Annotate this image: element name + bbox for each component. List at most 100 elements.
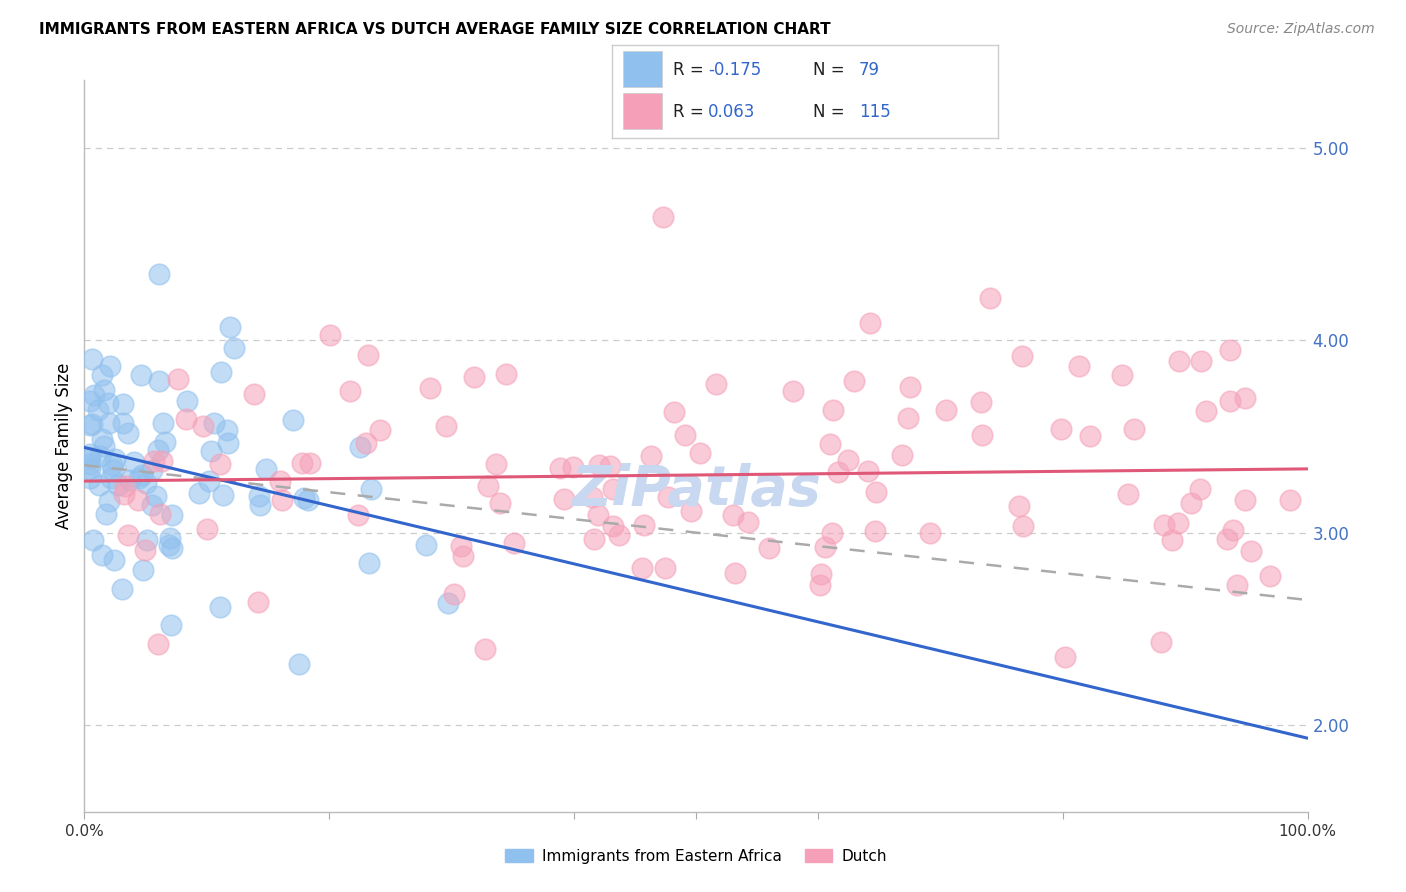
Point	[97, 396, 120, 410]
Text: Source: ZipAtlas.com: Source: ZipAtlas.com	[1227, 22, 1375, 37]
Point	[91, 432, 114, 446]
Point	[157, 538, 180, 552]
Point	[135, 533, 157, 547]
Point	[254, 462, 277, 476]
Point	[1222, 524, 1244, 538]
Point	[291, 457, 314, 471]
Point	[131, 467, 153, 482]
Point	[1233, 493, 1256, 508]
Point	[79, 450, 101, 464]
Point	[145, 490, 167, 504]
Point	[166, 372, 188, 386]
Point	[450, 539, 472, 553]
Point	[188, 486, 211, 500]
Point	[1219, 343, 1241, 357]
Point	[586, 508, 609, 522]
Point	[844, 374, 866, 388]
Point	[599, 458, 621, 473]
Point	[155, 434, 177, 449]
Point	[827, 466, 849, 480]
Point	[436, 597, 458, 611]
Point	[758, 541, 780, 555]
Point	[553, 492, 575, 507]
Point	[360, 482, 382, 496]
Text: 79: 79	[859, 61, 880, 78]
Point	[114, 479, 136, 493]
Point	[111, 417, 134, 431]
Point	[821, 526, 844, 541]
Point	[110, 582, 132, 596]
Point	[249, 499, 271, 513]
Point	[79, 470, 101, 484]
Point	[120, 473, 142, 487]
Point	[1008, 500, 1031, 514]
Point	[1180, 496, 1202, 510]
Point	[101, 458, 124, 473]
Point	[1011, 349, 1033, 363]
Point	[1240, 543, 1263, 558]
Bar	[623, 51, 662, 87]
Point	[339, 384, 361, 398]
Point	[100, 471, 122, 485]
Point	[818, 437, 841, 451]
Point	[79, 457, 101, 471]
Point	[357, 556, 380, 570]
Point	[91, 368, 114, 382]
Text: 115: 115	[859, 103, 891, 121]
Point	[103, 553, 125, 567]
Point	[152, 416, 174, 430]
Point	[174, 412, 197, 426]
Point	[1189, 354, 1212, 368]
Point	[246, 595, 269, 609]
Point	[1122, 422, 1144, 436]
Point	[208, 457, 231, 471]
Point	[159, 531, 181, 545]
Point	[897, 410, 920, 425]
Point	[148, 374, 170, 388]
Point	[128, 471, 150, 485]
Point	[602, 483, 624, 497]
Point	[243, 387, 266, 401]
Point	[640, 449, 662, 463]
Point	[98, 416, 121, 430]
Point	[548, 461, 571, 475]
Point	[271, 493, 294, 508]
Text: IMMIGRANTS FROM EASTERN AFRICA VS DUTCH AVERAGE FAMILY SIZE CORRELATION CHART: IMMIGRANTS FROM EASTERN AFRICA VS DUTCH …	[39, 22, 831, 37]
Point	[217, 423, 239, 437]
Point	[98, 493, 121, 508]
Point	[83, 388, 105, 402]
Point	[477, 479, 499, 493]
Point	[724, 566, 747, 580]
Point	[131, 563, 153, 577]
Point	[419, 381, 441, 395]
Point	[436, 418, 458, 433]
Point	[117, 528, 139, 542]
Point	[202, 416, 225, 430]
Point	[288, 657, 311, 671]
Point	[347, 508, 370, 522]
Point	[98, 359, 121, 373]
Point	[1012, 519, 1035, 533]
Point	[195, 522, 218, 536]
Point	[602, 519, 624, 533]
Point	[80, 352, 103, 367]
Point	[810, 566, 832, 581]
Point	[1195, 404, 1218, 418]
Point	[863, 524, 886, 539]
Point	[1116, 487, 1139, 501]
Point	[349, 440, 371, 454]
Point	[117, 426, 139, 441]
Point	[122, 455, 145, 469]
Point	[94, 508, 117, 522]
Point	[918, 525, 941, 540]
Point	[489, 496, 512, 510]
Text: ZiPatlas: ZiPatlas	[571, 463, 821, 516]
Point	[935, 403, 957, 417]
Point	[79, 417, 101, 432]
Point	[814, 540, 837, 554]
Point	[212, 488, 235, 502]
Point	[176, 394, 198, 409]
Point	[141, 463, 163, 477]
Point	[200, 444, 222, 458]
Point	[837, 453, 859, 467]
